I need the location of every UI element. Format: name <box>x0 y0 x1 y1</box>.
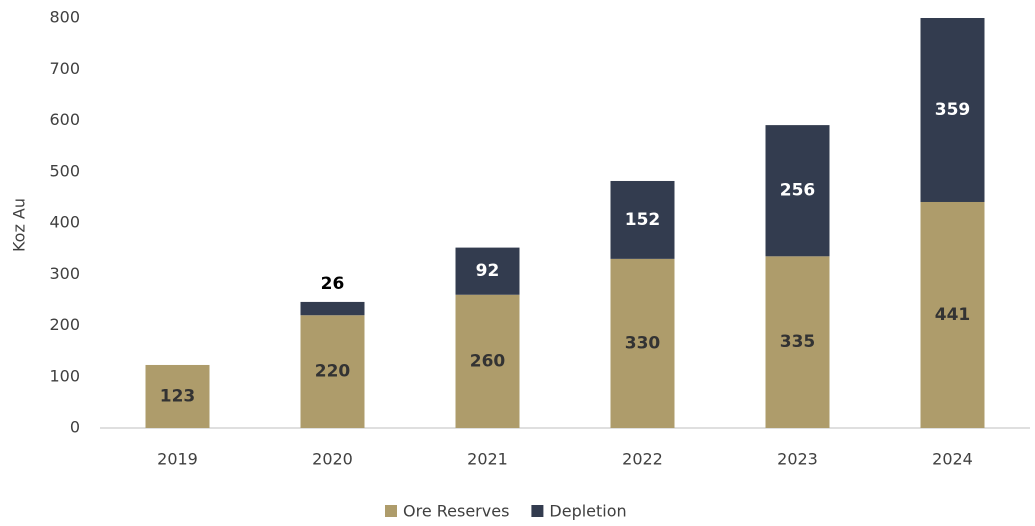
x-tick-label: 2019 <box>157 450 198 469</box>
legend-swatch <box>531 505 544 517</box>
bar-segment <box>765 256 830 428</box>
data-label: 220 <box>315 362 351 382</box>
bar-segment <box>920 201 985 428</box>
bar-segment <box>300 315 365 428</box>
y-tick-label: 0 <box>70 418 80 437</box>
bar-segment <box>145 364 210 428</box>
bar-segment <box>300 301 365 316</box>
data-label: 92 <box>476 261 500 281</box>
y-axis-label: Koz Au <box>10 198 29 252</box>
bar-segment <box>610 180 675 259</box>
x-tick-label: 2020 <box>312 450 353 469</box>
legend-label: Depletion <box>549 502 626 521</box>
y-tick-label: 500 <box>49 161 80 180</box>
y-tick-label: 800 <box>49 8 80 27</box>
y-tick-label: 300 <box>49 264 80 283</box>
data-label: 335 <box>780 332 816 352</box>
data-label: 330 <box>625 333 661 353</box>
y-tick-label: 400 <box>49 213 80 232</box>
bar-segment <box>920 18 985 202</box>
data-label: 260 <box>470 351 506 371</box>
legend-swatch <box>385 505 397 517</box>
y-tick-label: 200 <box>49 315 80 334</box>
y-tick-label: 700 <box>49 59 80 78</box>
legend-label: Ore Reserves <box>403 502 509 521</box>
bar-segment <box>455 294 520 428</box>
x-tick-label: 2021 <box>467 450 508 469</box>
y-tick-label: 600 <box>49 110 80 129</box>
data-label: 152 <box>625 210 661 230</box>
data-label: 123 <box>160 386 196 406</box>
data-label: 359 <box>935 100 971 120</box>
x-tick-label: 2022 <box>622 450 663 469</box>
data-label: 256 <box>780 181 816 201</box>
bar-segment <box>455 247 520 295</box>
data-label: 26 <box>321 274 345 294</box>
bar-segment <box>765 125 830 257</box>
bar-segment <box>610 258 675 428</box>
x-tick-label: 2024 <box>932 450 973 469</box>
y-tick-label: 100 <box>49 366 80 385</box>
x-tick-label: 2023 <box>777 450 818 469</box>
data-label: 441 <box>935 305 971 325</box>
